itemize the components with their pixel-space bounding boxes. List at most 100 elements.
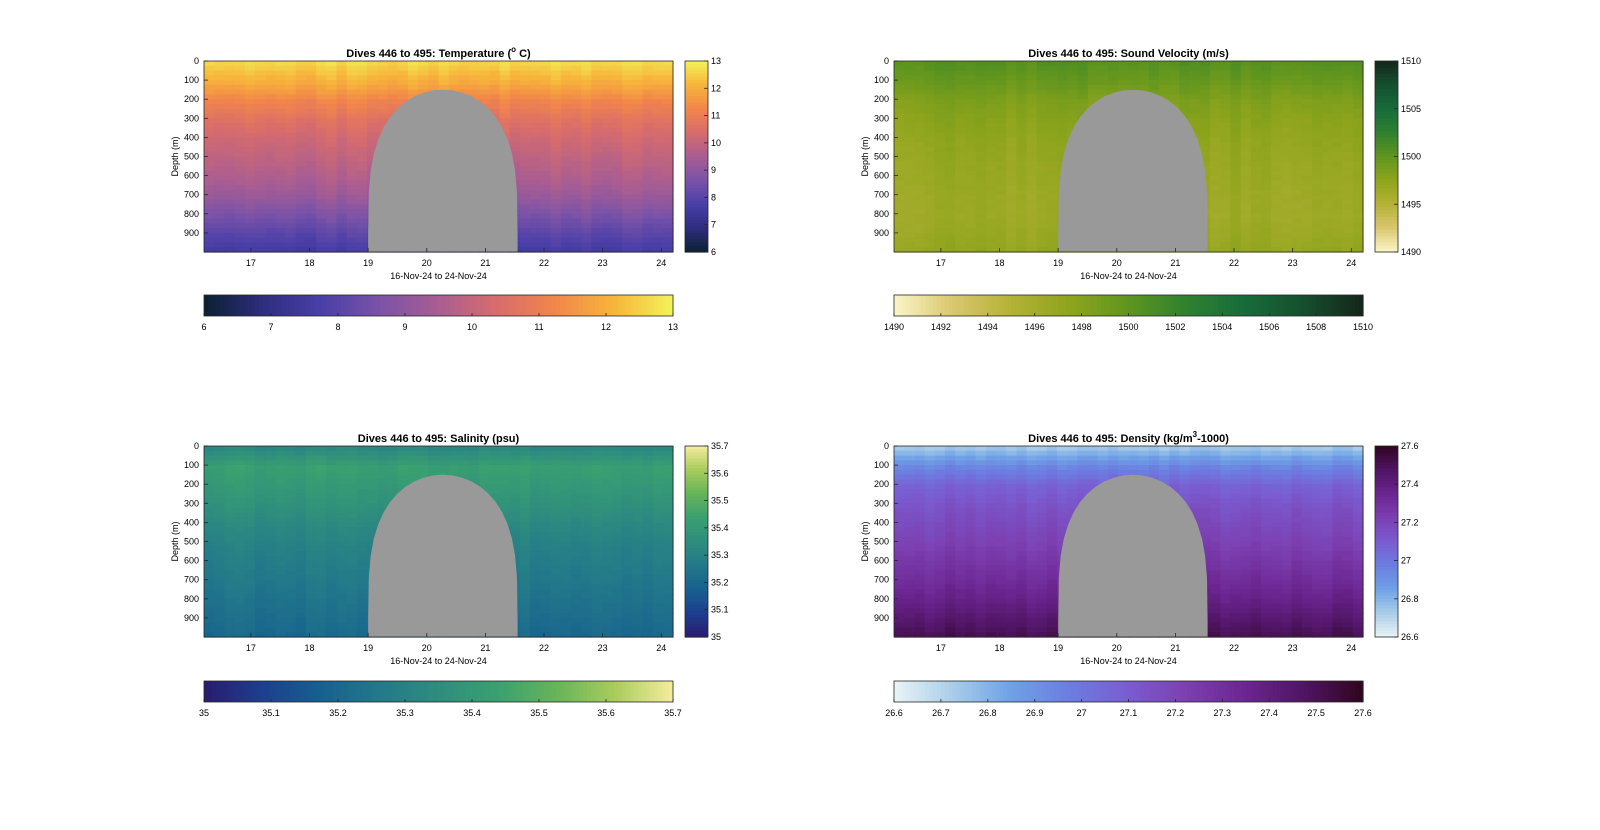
heatmap-cell xyxy=(1108,89,1119,96)
heatmap-cell xyxy=(336,113,348,119)
heatmap-cell xyxy=(1210,99,1221,105)
heatmap-cell xyxy=(214,450,225,457)
heatmap-cell xyxy=(204,541,215,547)
heatmap-cell xyxy=(1067,65,1079,72)
heatmap-cell xyxy=(285,118,297,124)
heatmap-cell xyxy=(581,161,593,167)
heatmap-cell xyxy=(254,113,266,119)
heatmap-cell xyxy=(1210,170,1221,177)
heatmap-cell xyxy=(601,89,613,96)
heatmap-cell xyxy=(894,123,905,129)
heatmap-cell xyxy=(591,70,603,76)
heatmap-cell xyxy=(632,99,644,105)
heatmap-cell xyxy=(326,579,338,586)
heatmap-cell xyxy=(509,108,521,115)
heatmap-cell xyxy=(204,484,215,490)
colorbar-swatch xyxy=(685,201,708,205)
heatmap-cell xyxy=(214,166,225,172)
heatmap-cell xyxy=(326,185,338,191)
heatmap-cell xyxy=(326,218,338,224)
heatmap-cell xyxy=(265,247,276,253)
heatmap-cell xyxy=(316,185,327,191)
colorbar-swatch xyxy=(329,295,334,316)
heatmap-cell xyxy=(1281,156,1293,162)
heatmap-cell xyxy=(1016,223,1028,229)
heatmap-cell xyxy=(305,99,317,105)
heatmap-cell xyxy=(1057,156,1068,162)
heatmap-cell xyxy=(1312,170,1323,177)
colorbar-frame xyxy=(684,60,709,253)
heatmap-cell xyxy=(1036,94,1048,100)
colorbar-swatch xyxy=(458,295,463,316)
heatmap-cell xyxy=(662,166,674,172)
heatmap-cell xyxy=(591,242,603,248)
heatmap-cell xyxy=(295,75,307,81)
heatmap-cell xyxy=(1271,185,1283,191)
heatmap-cell xyxy=(924,242,936,248)
heatmap-cell xyxy=(1046,75,1058,81)
heatmap-cell xyxy=(520,137,531,143)
colorbar-swatch xyxy=(1375,175,1398,180)
heatmap-cell xyxy=(1261,61,1272,67)
heatmap-cell xyxy=(1332,99,1344,105)
heatmap-cell xyxy=(1230,142,1242,148)
heatmap-cell xyxy=(1261,204,1272,210)
heatmap-cell xyxy=(944,170,956,177)
heatmap-cell xyxy=(914,65,926,72)
heatmap-cell xyxy=(254,189,266,196)
heatmap-cell xyxy=(985,103,997,110)
colorbar-tick-label: 1498 xyxy=(1072,322,1092,332)
heatmap-cell xyxy=(1301,146,1313,153)
heatmap-cell xyxy=(265,560,276,566)
colorbar-swatch xyxy=(1375,239,1398,244)
heatmap-cell xyxy=(1312,123,1323,129)
heatmap-cell xyxy=(1026,70,1038,76)
heatmap-cell xyxy=(234,223,246,229)
heatmap-cell xyxy=(1301,137,1313,143)
heatmap-cell xyxy=(295,80,307,86)
heatmap-cell xyxy=(1148,80,1160,86)
heatmap-cell xyxy=(1128,75,1140,81)
heatmap-cell xyxy=(285,589,297,595)
heatmap-cell xyxy=(204,460,215,466)
heatmap-cell xyxy=(1230,94,1242,100)
heatmap-cell xyxy=(914,199,926,205)
heatmap-cell xyxy=(336,450,348,457)
heatmap-cell xyxy=(985,137,997,143)
heatmap-cell xyxy=(244,527,256,533)
heatmap-cell xyxy=(975,223,987,229)
heatmap-cell xyxy=(550,228,562,234)
heatmap-cell xyxy=(265,479,276,485)
heatmap-cell xyxy=(944,103,956,110)
heatmap-cell xyxy=(571,132,582,139)
heatmap-cell xyxy=(571,65,582,72)
heatmap-cell xyxy=(224,546,236,552)
heatmap-cell xyxy=(224,455,236,461)
colorbar-swatch xyxy=(336,295,342,316)
heatmap-cell xyxy=(965,142,977,148)
heatmap-cell xyxy=(955,175,966,181)
heatmap-cell xyxy=(265,460,276,466)
heatmap-cell xyxy=(285,617,297,624)
x-tick-label: 22 xyxy=(539,258,549,268)
heatmap-cell xyxy=(985,161,997,167)
heatmap-cell xyxy=(1046,228,1058,234)
heatmap-cell xyxy=(1036,242,1048,248)
heatmap-cell xyxy=(571,185,582,191)
heatmap-cell xyxy=(254,228,266,234)
colorbar-swatch xyxy=(239,295,244,316)
heatmap-cell xyxy=(904,228,915,234)
heatmap-cell xyxy=(530,127,542,134)
heatmap-cell xyxy=(509,166,521,172)
heatmap-cell xyxy=(214,551,225,557)
chart-panel-2: Dives 446 to 495: Sound Velocity (m/s)01… xyxy=(860,48,1421,332)
heatmap-cell xyxy=(985,65,997,72)
colorbar-swatch xyxy=(501,295,506,316)
colorbar-swatch xyxy=(379,295,385,316)
heatmap-cell xyxy=(275,536,287,543)
colorbar-swatch xyxy=(685,115,708,119)
colorbar-swatch xyxy=(685,169,708,174)
heatmap-cell xyxy=(387,446,399,452)
colorbar-swatch xyxy=(1257,295,1262,316)
heatmap-cell xyxy=(326,613,338,619)
